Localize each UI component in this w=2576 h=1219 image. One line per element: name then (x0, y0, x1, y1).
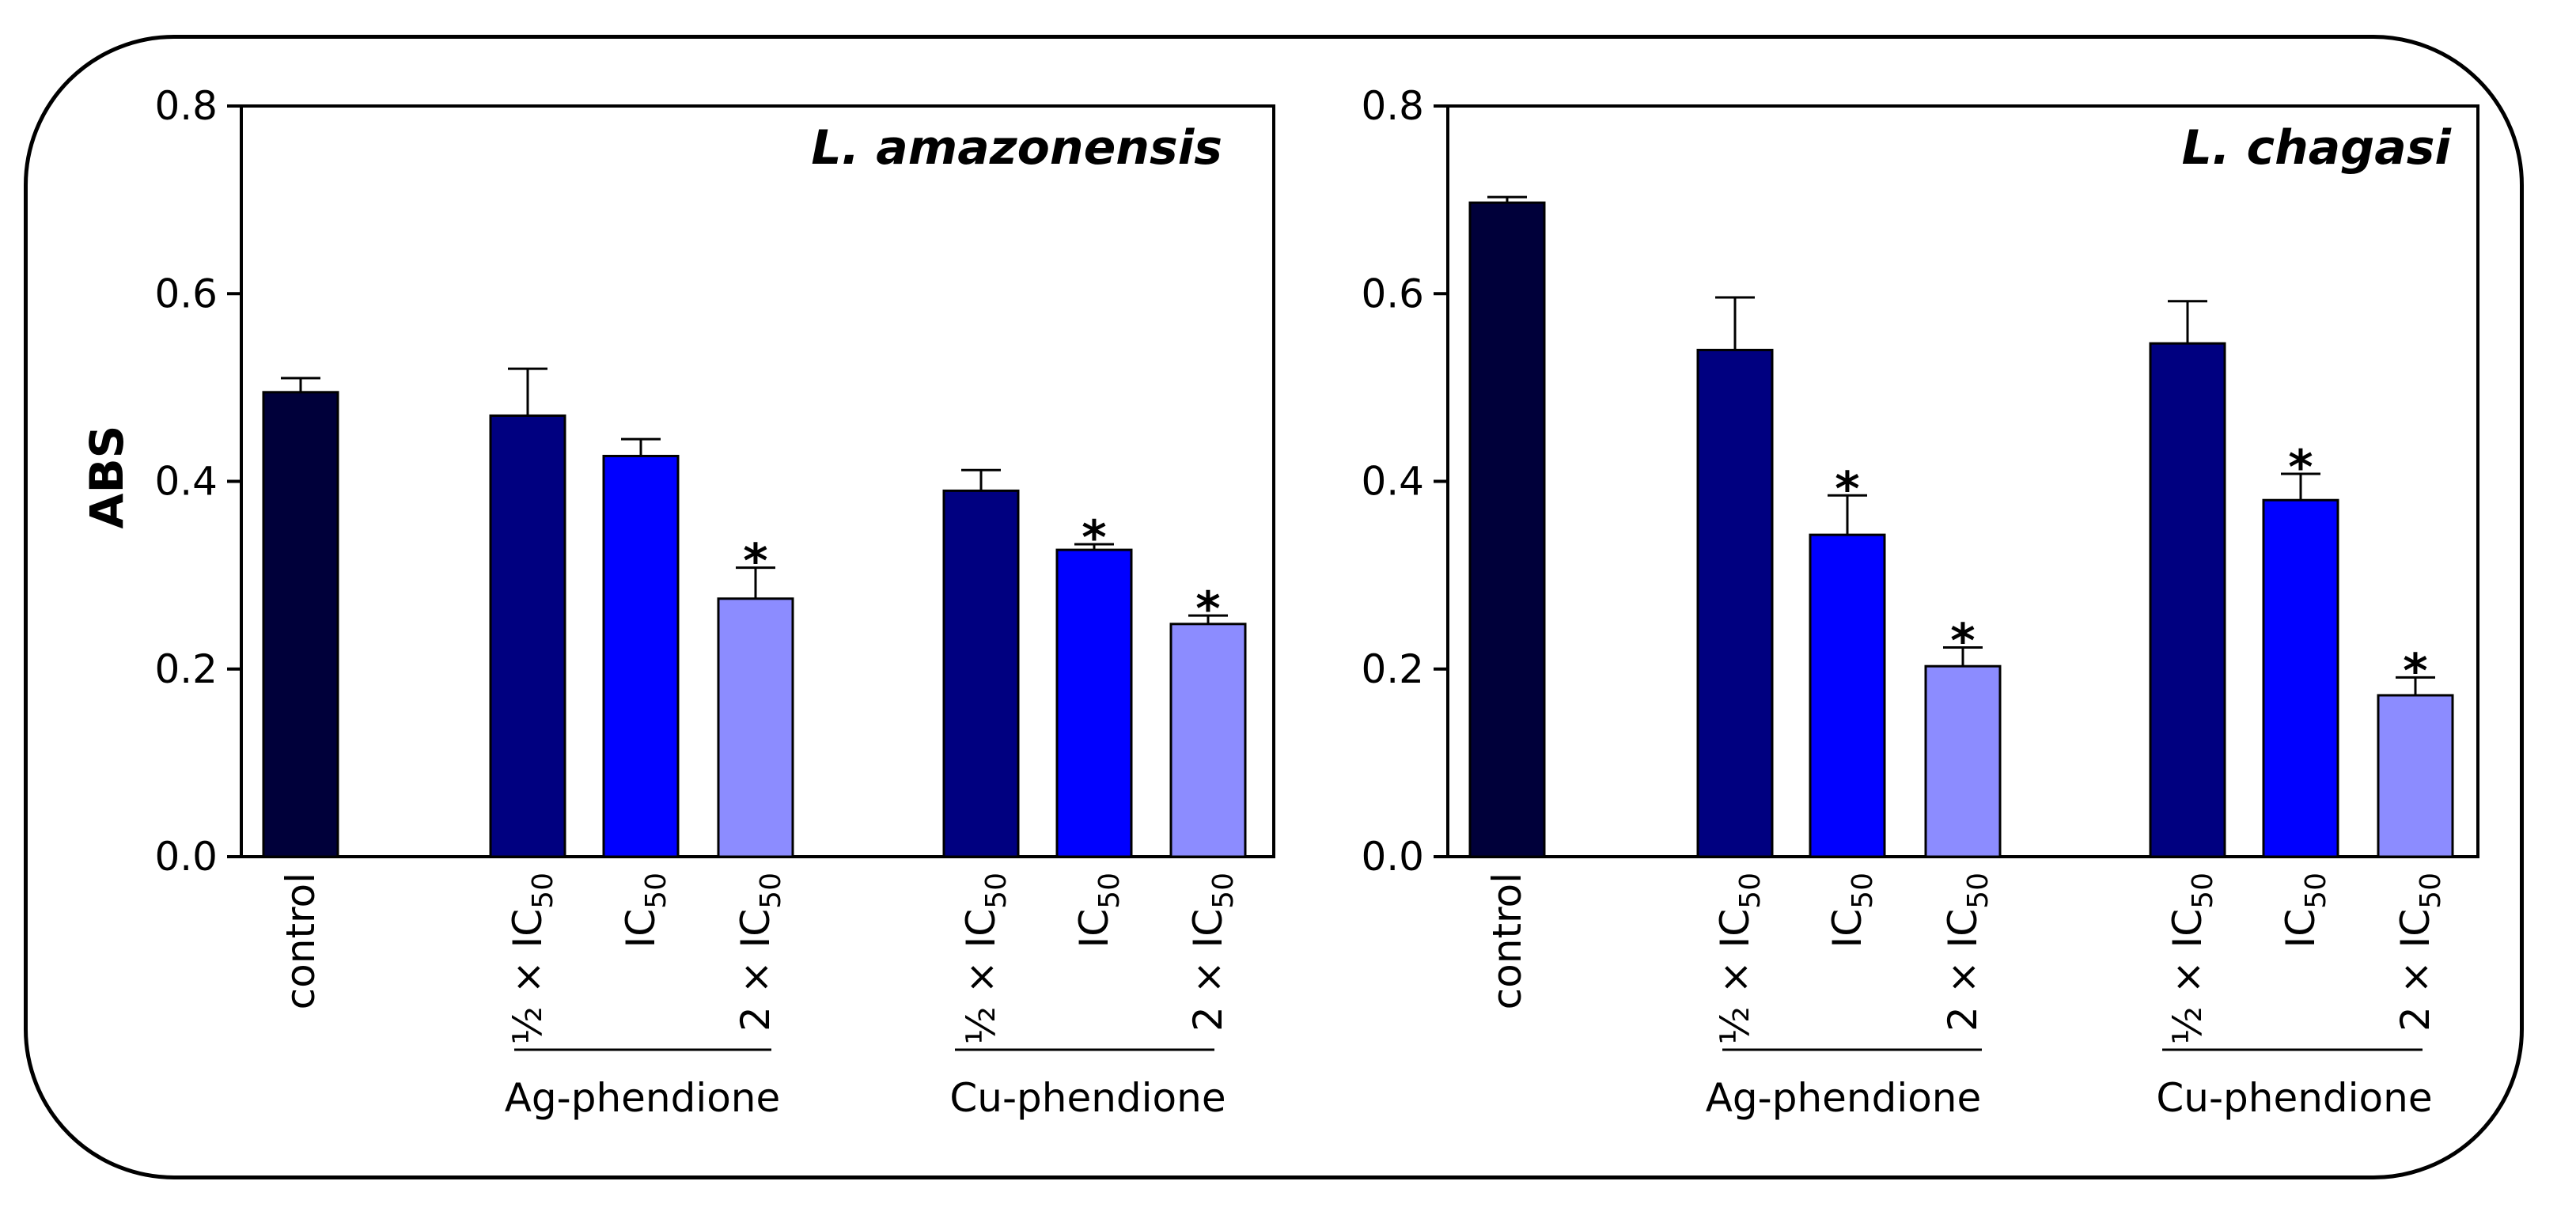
figure-frame (24, 35, 2524, 1179)
bar (262, 391, 339, 858)
significance-marker: * (1082, 510, 1106, 566)
bar (1924, 664, 2002, 858)
bar (942, 489, 1020, 858)
bar (602, 454, 680, 858)
bar (1696, 348, 1774, 858)
category-label: control (278, 873, 324, 1009)
category-label: 2 × IC50 (1940, 873, 1995, 1032)
y-tick-label: 0.0 (1361, 834, 1424, 880)
bar (717, 597, 794, 858)
panel-l-amazonensis: 0.0 0.2 0.4 0.6 0.8 L. amazonensis control ½ × … (154, 83, 1275, 1121)
y-tick-label: 0.8 (1361, 83, 1424, 129)
significance-marker: * (1950, 613, 1975, 668)
y-tick-label: 0.6 (154, 271, 218, 316)
group-label: Ag-phendione (505, 1075, 781, 1121)
y-tick-label: 0.8 (154, 83, 218, 129)
bar (2377, 694, 2454, 858)
category-label: ½ × IC50 (2165, 873, 2219, 1045)
category-label: IC50 (1071, 873, 1126, 948)
bar (1055, 548, 1133, 858)
category-label: 2 × IC50 (733, 873, 787, 1032)
group-label: Cu-phendione (2156, 1075, 2432, 1121)
category-label: IC50 (2278, 873, 2332, 948)
panel-l-chagasi: 0.0 0.2 0.4 0.6 0.8 L. chagasi control ½ × IC50… (1361, 83, 2479, 1121)
y-tick-label: 0.2 (1361, 646, 1424, 692)
bar (2149, 342, 2226, 858)
bar (1169, 623, 1247, 858)
y-tick-label: 0.4 (154, 459, 218, 505)
group-label: Ag-phendione (1706, 1075, 1982, 1121)
category-label: IC50 (1824, 873, 1879, 948)
category-label: 2 × IC50 (1185, 873, 1240, 1032)
significance-marker: * (743, 534, 767, 589)
bar (2262, 498, 2339, 858)
panel-title: L. chagasi (2182, 120, 2453, 176)
category-label: ½ × IC50 (1712, 873, 1767, 1045)
significance-marker: * (1835, 461, 1859, 517)
panel-title: L. amazonensis (811, 120, 1222, 176)
y-tick-label: 0.4 (1361, 459, 1424, 505)
y-axis-label: ABS (80, 426, 134, 529)
significance-marker: * (2288, 440, 2313, 495)
bar (1468, 201, 1546, 858)
category-label: ½ × IC50 (958, 873, 1013, 1045)
group-label: Cu-phendione (949, 1075, 1225, 1121)
y-tick-label: 0.2 (154, 646, 218, 692)
significance-marker: * (2403, 643, 2427, 698)
category-label: control (1484, 873, 1530, 1009)
category-label: IC50 (618, 873, 672, 948)
category-label: ½ × IC50 (505, 873, 559, 1045)
category-label: 2 × IC50 (2392, 873, 2447, 1032)
y-tick-label: 0.0 (154, 834, 218, 880)
bar (1809, 533, 1886, 858)
bar (489, 414, 566, 858)
significance-marker: * (1195, 581, 1220, 637)
y-tick-label: 0.6 (1361, 271, 1424, 316)
